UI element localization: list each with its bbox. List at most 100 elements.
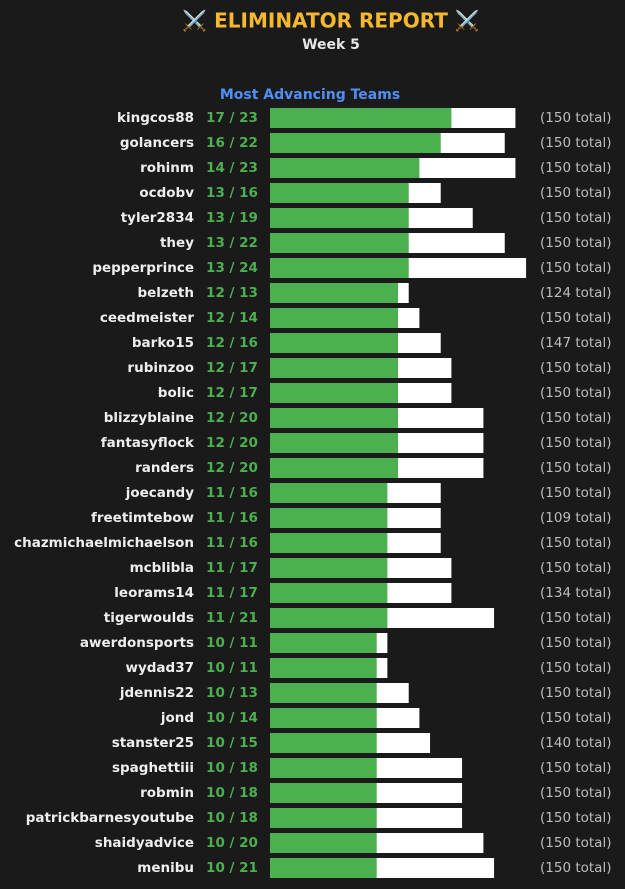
advancing-bar xyxy=(270,308,399,328)
total: (109 total) xyxy=(540,510,611,526)
team-name: tigerwoulds xyxy=(104,610,194,626)
record: 13 / 19 xyxy=(206,210,258,226)
advancing-bar xyxy=(270,208,409,228)
total: (150 total) xyxy=(540,860,611,876)
total: (150 total) xyxy=(540,660,611,676)
advancing-bar xyxy=(270,508,388,528)
record: 12 / 17 xyxy=(206,360,258,376)
total: (150 total) xyxy=(540,435,611,451)
team-name: chazmichaelmichaelson xyxy=(14,535,194,551)
total: (150 total) xyxy=(540,210,611,226)
record: 14 / 23 xyxy=(206,160,258,176)
advancing-bar xyxy=(270,258,409,278)
record: 11 / 21 xyxy=(206,610,258,626)
total: (150 total) xyxy=(540,835,611,851)
advancing-bar xyxy=(270,408,399,428)
team-name: ceedmeister xyxy=(100,310,194,326)
total: (150 total) xyxy=(540,110,611,126)
record: 13 / 22 xyxy=(206,235,258,251)
total: (150 total) xyxy=(540,385,611,401)
advancing-bar xyxy=(270,233,409,253)
record: 16 / 22 xyxy=(206,135,258,151)
team-name: belzeth xyxy=(137,285,194,301)
record: 12 / 13 xyxy=(206,285,258,301)
record: 12 / 20 xyxy=(206,410,258,426)
team-name: freetimtebow xyxy=(91,510,194,526)
total: (150 total) xyxy=(540,185,611,201)
record: 10 / 15 xyxy=(206,735,258,751)
record: 10 / 13 xyxy=(206,685,258,701)
subtitle: Week 5 xyxy=(302,37,360,53)
team-name: stanster25 xyxy=(112,735,194,751)
total: (150 total) xyxy=(540,710,611,726)
advancing-bar xyxy=(270,833,377,853)
advancing-bar xyxy=(270,433,399,453)
total: (150 total) xyxy=(540,135,611,151)
total: (147 total) xyxy=(540,335,611,351)
team-name: robmin xyxy=(140,785,194,801)
total: (150 total) xyxy=(540,410,611,426)
record: 10 / 18 xyxy=(206,760,258,776)
total: (150 total) xyxy=(540,785,611,801)
advancing-bar xyxy=(270,383,399,403)
total: (150 total) xyxy=(540,560,611,576)
team-name: kingcos88 xyxy=(117,110,194,126)
advancing-bar xyxy=(270,558,388,578)
advancing-bar xyxy=(270,133,441,153)
team-name: wydad37 xyxy=(126,660,195,676)
total: (150 total) xyxy=(540,235,611,251)
team-name: spaghettiii xyxy=(112,760,194,776)
record: 13 / 16 xyxy=(206,185,258,201)
advancing-bar xyxy=(270,633,377,653)
advancing-bar xyxy=(270,183,409,203)
advancing-bar xyxy=(270,358,399,378)
record: 10 / 14 xyxy=(206,710,258,726)
record: 12 / 16 xyxy=(206,335,258,351)
team-name: awerdonsports xyxy=(80,635,194,651)
team-name: menibu xyxy=(137,860,194,876)
total: (140 total) xyxy=(540,735,611,751)
advancing-bar xyxy=(270,783,377,803)
total: (150 total) xyxy=(540,610,611,626)
advancing-bar xyxy=(270,808,377,828)
title: ⚔️ ELIMINATOR REPORT ⚔️ xyxy=(182,9,479,33)
advancing-bar xyxy=(270,483,388,503)
advancing-bar xyxy=(270,858,377,878)
team-name: bolic xyxy=(158,385,194,401)
record: 17 / 23 xyxy=(206,110,258,126)
team-name: tyler2834 xyxy=(121,210,194,226)
team-name: blizzyblaine xyxy=(104,410,194,426)
advancing-bar xyxy=(270,333,399,353)
advancing-bar xyxy=(270,683,377,703)
record: 10 / 11 xyxy=(206,660,258,676)
advancing-bar xyxy=(270,658,377,678)
team-name: mcblibla xyxy=(130,560,194,576)
team-name: rubinzoo xyxy=(127,360,194,376)
record: 11 / 16 xyxy=(206,510,258,526)
total: (150 total) xyxy=(540,635,611,651)
team-name: shaidyadvice xyxy=(95,835,194,851)
total: (150 total) xyxy=(540,260,611,276)
advancing-bar xyxy=(270,708,377,728)
total: (150 total) xyxy=(540,810,611,826)
advancing-bar xyxy=(270,583,388,603)
team-name: pepperprince xyxy=(92,260,194,276)
team-name: golancers xyxy=(120,135,194,151)
advancing-bar xyxy=(270,608,388,628)
record: 10 / 18 xyxy=(206,785,258,801)
total: (150 total) xyxy=(540,760,611,776)
advancing-bar xyxy=(270,533,388,553)
total: (150 total) xyxy=(540,360,611,376)
total: (150 total) xyxy=(540,535,611,551)
advancing-bar xyxy=(270,108,452,128)
record: 12 / 17 xyxy=(206,385,258,401)
record: 10 / 18 xyxy=(206,810,258,826)
advancing-bar xyxy=(270,458,399,478)
advancing-bar xyxy=(270,758,377,778)
team-name: patrickbarnesyoutube xyxy=(26,810,194,826)
advancing-bar xyxy=(270,283,399,303)
total: (150 total) xyxy=(540,310,611,326)
total: (124 total) xyxy=(540,285,611,301)
total: (150 total) xyxy=(540,685,611,701)
